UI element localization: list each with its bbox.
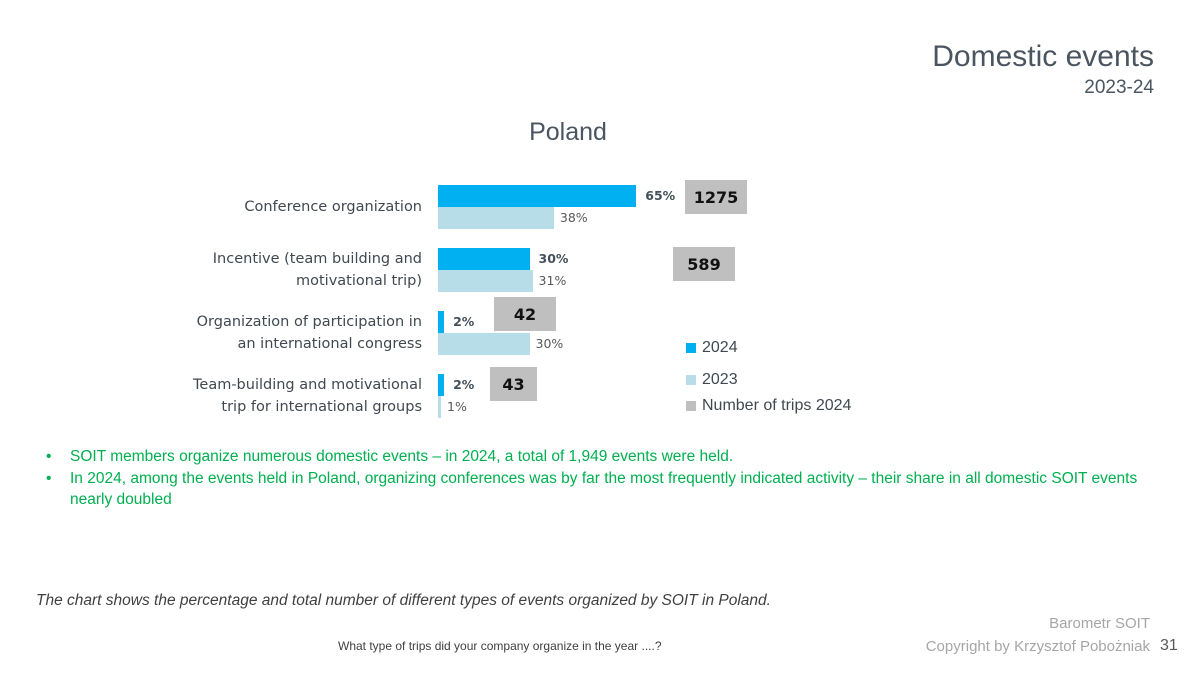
bar-2023 [438, 207, 554, 229]
trips-count-box: 1275 [685, 180, 747, 214]
data-label: 1% [447, 399, 467, 414]
survey-question: What type of trips did your company orga… [338, 639, 662, 653]
category-label: Team-building and motivational trip for i… [193, 374, 422, 418]
legend-swatch [686, 375, 696, 385]
data-label: 65% [645, 188, 676, 203]
data-label: 30% [535, 336, 564, 351]
legend-item-trips: Number of trips 2024 [686, 397, 851, 415]
category-label: Conference organization [244, 196, 422, 218]
bar-2024 [438, 311, 445, 333]
slide-subtitle: 2023-24 [1084, 77, 1154, 98]
data-label: 30% [538, 251, 569, 266]
bar-2024 [438, 248, 530, 270]
legend-item-2023: 2023 [686, 371, 738, 389]
category-label-line: motivational trip) [295, 273, 422, 289]
trips-count-box: 42 [494, 297, 556, 331]
brand-line: Barometr SOIT [1049, 615, 1150, 632]
chart-title: Poland [529, 118, 607, 146]
copyright: Barometr SOIT Copyright by Krzysztof Pobo… [926, 612, 1150, 658]
bullet-item: SOIT members organize numerous domestic … [46, 446, 1156, 467]
data-label: 2% [453, 377, 475, 392]
data-label: 38% [559, 210, 588, 225]
legend-item-2024: 2024 [686, 339, 738, 357]
bar-2023 [438, 333, 530, 355]
legend-label: 2024 [702, 339, 738, 356]
category-label: Incentive (team building and motivational… [213, 248, 422, 292]
legend-label: Number of trips 2024 [702, 397, 852, 414]
category-label-line: Conference organization [244, 199, 422, 215]
bar-2024 [438, 185, 637, 207]
bar-2023 [438, 270, 533, 292]
legend-label: 2023 [702, 371, 738, 388]
data-label: 2% [453, 314, 475, 329]
bar-2024 [438, 374, 445, 396]
category-label-line: Organization of participation in [196, 314, 422, 330]
category-label-line: trip for international groups [221, 399, 422, 415]
slide-title: Domestic events [932, 40, 1154, 73]
copyright-line: Copyright by Krzysztof Pobożniak [925, 638, 1150, 655]
bullet-list: SOIT members organize numerous domestic … [46, 446, 1156, 511]
chart-note: The chart shows the percentage and total… [36, 592, 771, 609]
legend-swatch [686, 343, 696, 353]
data-label: 31% [538, 273, 567, 288]
page-number: 31 [1160, 637, 1178, 654]
trips-count-box: 589 [673, 247, 735, 281]
bar-2023 [438, 396, 442, 418]
category-label-line: an international congress [237, 336, 423, 352]
trips-count-box: 43 [490, 367, 537, 401]
bullet-item: In 2024, among the events held in Poland… [46, 468, 1156, 510]
category-label: Organization of participation in an inter… [197, 311, 422, 355]
category-label-line: Incentive (team building and [212, 251, 422, 267]
category-label-line: Team-building and motivational [193, 377, 422, 393]
legend-swatch [686, 401, 696, 411]
